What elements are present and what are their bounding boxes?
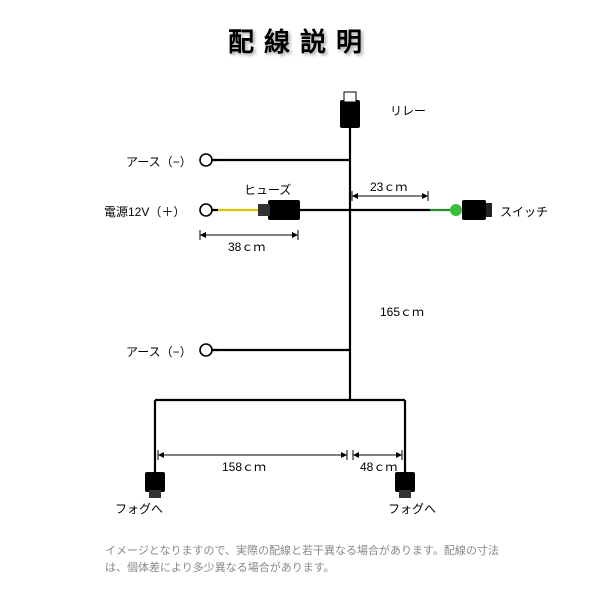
fuse-label: ヒューズ	[244, 181, 291, 198]
relay-top-icon	[344, 92, 356, 102]
disclaimer-text: イメージとなりますので、実際の配線と若干異なる場合があります。配線の寸法は、個体…	[105, 543, 515, 576]
fog-left-icon	[145, 472, 165, 492]
ground-top-terminal-icon	[200, 154, 212, 166]
fog-right-label: フォグへ	[388, 500, 436, 517]
fog-right-icon	[395, 472, 415, 492]
ground-top-label: アース（−）	[126, 153, 192, 170]
dim-fuse-text: 38ｃｍ	[228, 238, 265, 255]
switch-icon	[462, 200, 486, 220]
fog-left-label: フォグへ	[115, 500, 163, 517]
dim-switch-text: 23ｃｍ	[370, 178, 407, 195]
fuse-icon	[268, 200, 300, 220]
dim-bottom-right-text: 48ｃｍ	[360, 458, 397, 475]
power-terminal-icon	[200, 204, 212, 216]
ground-mid-terminal-icon	[200, 344, 212, 356]
relay-label: リレー	[390, 102, 426, 119]
dim-trunk-text: 165ｃｍ	[380, 303, 424, 320]
wiring-diagram	[0, 0, 600, 600]
power-label: 電源12V（＋）	[104, 203, 185, 220]
switch-led-icon	[450, 204, 462, 216]
ground-mid-label: アース（−）	[126, 343, 192, 360]
relay-icon	[340, 100, 360, 128]
dim-bottom-left-text: 158ｃｍ	[222, 458, 266, 475]
switch-label: スイッチ	[500, 203, 548, 220]
